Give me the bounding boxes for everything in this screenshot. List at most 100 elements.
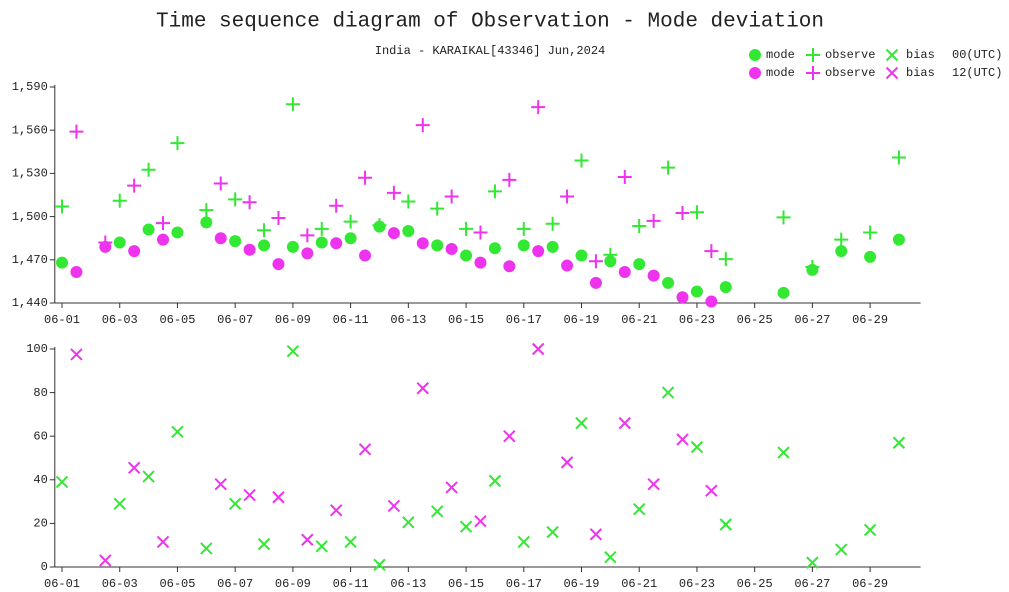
x-tick-label: 06-09 <box>275 313 311 327</box>
point <box>689 205 704 220</box>
point <box>690 285 703 298</box>
point <box>546 525 559 539</box>
point <box>142 223 155 236</box>
point <box>213 176 228 191</box>
y-tick-label: 1,590 <box>12 80 48 94</box>
point <box>444 189 459 204</box>
x-tick-label: 06-15 <box>448 313 484 327</box>
point <box>55 199 70 214</box>
point <box>386 185 401 200</box>
point <box>864 250 877 263</box>
point <box>416 237 429 250</box>
point <box>343 214 358 229</box>
point <box>271 211 286 226</box>
point <box>561 259 574 272</box>
x-tick-label: 06-01 <box>44 577 80 591</box>
point <box>474 515 487 528</box>
x-tick-label: 06-25 <box>737 313 773 327</box>
legend-label: bias <box>906 66 935 80</box>
point <box>329 504 343 517</box>
point <box>705 295 718 308</box>
point <box>359 249 372 262</box>
chart-subtitle: India - KARAIKAL[43346] Jun,2024 <box>375 44 605 58</box>
point <box>431 239 444 252</box>
point <box>834 232 849 247</box>
x-tick-label: 06-17 <box>506 313 542 327</box>
point <box>633 503 646 516</box>
x-tick-label: 06-21 <box>621 577 657 591</box>
point <box>171 425 184 439</box>
point <box>560 456 574 469</box>
point <box>503 429 516 443</box>
x-tick-label: 06-29 <box>852 577 888 591</box>
point <box>719 281 732 294</box>
point <box>604 550 617 564</box>
point <box>70 348 83 361</box>
x-tick-label: 06-15 <box>448 577 484 591</box>
point <box>56 256 69 269</box>
point <box>257 537 271 551</box>
point <box>214 477 227 491</box>
point <box>156 535 170 549</box>
point <box>70 266 83 279</box>
point <box>402 225 415 237</box>
x-tick-label: 06-13 <box>390 577 426 591</box>
point <box>891 150 906 165</box>
point <box>430 201 445 216</box>
chart-title: Time sequence diagram of Observation - M… <box>156 11 824 34</box>
point <box>863 225 878 240</box>
point <box>662 276 675 289</box>
point <box>835 245 848 258</box>
point <box>69 124 84 139</box>
legend-marker <box>806 48 820 62</box>
x-tick-label: 06-03 <box>102 577 138 591</box>
point <box>690 440 704 454</box>
point <box>142 470 155 483</box>
x-tick-label: 06-05 <box>159 577 195 591</box>
point <box>113 236 126 249</box>
point <box>257 223 272 238</box>
point <box>633 258 646 271</box>
legend-marker <box>885 66 899 80</box>
x-tick-label: 06-07 <box>217 313 253 327</box>
point <box>588 254 603 269</box>
point <box>473 225 488 240</box>
point <box>286 344 300 358</box>
y-tick-label: 40 <box>33 473 47 487</box>
x-tick-label: 06-21 <box>621 313 657 327</box>
point <box>646 213 661 228</box>
point <box>430 505 444 518</box>
point <box>301 533 314 546</box>
x-tick-label: 06-25 <box>737 577 773 591</box>
point <box>705 484 718 497</box>
point <box>243 243 256 256</box>
y-tick-label: 20 <box>33 517 47 531</box>
point <box>372 218 387 233</box>
point <box>517 535 530 549</box>
point <box>112 193 127 208</box>
point <box>200 542 213 555</box>
legend-group: 12(UTC) <box>952 66 1002 80</box>
point <box>171 226 184 239</box>
point <box>128 245 141 258</box>
x-tick-label: 06-05 <box>159 313 195 327</box>
x-tick-label: 06-11 <box>333 577 369 591</box>
point <box>285 97 300 112</box>
point <box>647 269 660 282</box>
y-tick-label: 1,470 <box>12 253 48 267</box>
point <box>416 382 429 395</box>
point <box>589 276 602 289</box>
point <box>113 497 126 510</box>
legend-group: 00(UTC) <box>952 48 1002 62</box>
x-tick-label: 06-09 <box>275 577 311 591</box>
point <box>344 232 357 245</box>
point <box>200 216 213 229</box>
y-tick-label: 1,530 <box>12 167 48 181</box>
point <box>835 543 848 556</box>
point <box>806 556 819 569</box>
point <box>228 192 243 207</box>
x-tick-label: 06-07 <box>217 577 253 591</box>
point <box>141 162 156 177</box>
point <box>777 446 790 459</box>
